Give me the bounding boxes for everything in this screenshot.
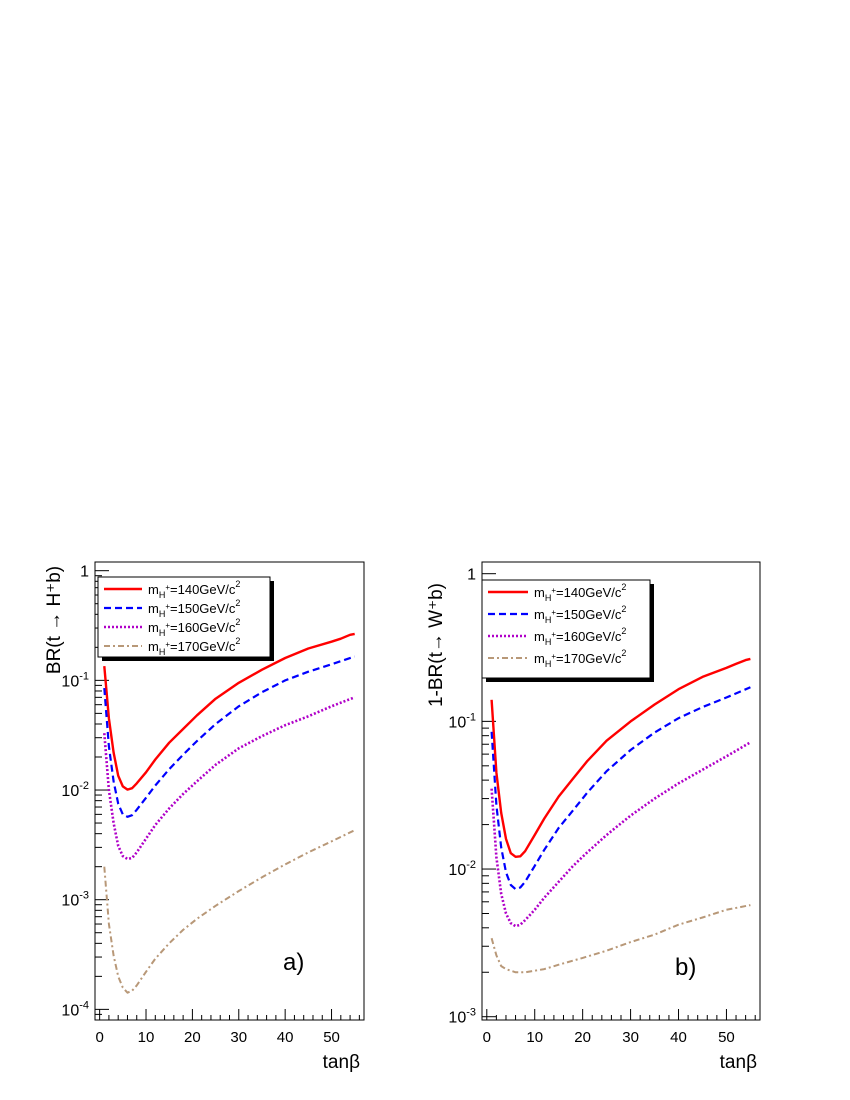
chart-panel-b: 0 10 20 30 40 50 10-3 10-2 10-1 1 1-BR(t→ W⁺b) tanβ…	[426, 561, 761, 1073]
legend-entry-3: mH+=160GeV/c2	[148, 617, 240, 638]
legend-entry-2: mH+=150GeV/c2	[148, 598, 240, 619]
x-tick-label: 30	[230, 1029, 247, 1046]
legend-entry-1: mH+=140GeV/c2	[534, 582, 626, 603]
legend-entry-4: mH+=170GeV/c2	[534, 648, 626, 669]
legend-box	[97, 576, 271, 658]
series-line-2	[490, 686, 751, 891]
y-tick-label: 1	[467, 567, 476, 584]
x-tick-label: 10	[138, 1029, 155, 1046]
legend-box	[481, 579, 651, 679]
series-line-2	[103, 655, 356, 818]
y-axis-label: BR(t → H⁺b)	[44, 566, 65, 674]
x-tick-label: 0	[483, 1029, 491, 1046]
legend-entry-2: mH+=150GeV/c2	[534, 604, 626, 625]
chart-panel-a: 0 10 20 30 40 50 10-4 10-3 10-2 10-1 1 BR(t → H⁺b) t…	[44, 561, 365, 1073]
x-tick-label: 30	[622, 1029, 639, 1046]
series-line-1	[103, 632, 355, 791]
y-axis-label: 1-BR(t→ W⁺b)	[426, 583, 447, 707]
x-tick-label: 10	[526, 1029, 543, 1046]
y-tick-label: 10-3	[61, 890, 89, 910]
x-tick-label: 0	[95, 1029, 103, 1046]
series-line-1	[490, 657, 751, 858]
y-tick-label: 10-3	[448, 1007, 476, 1027]
y-tick-label: 10-1	[61, 670, 89, 690]
x-axis-label: tanβ	[323, 1052, 360, 1073]
y-tick-label: 10-1	[448, 711, 476, 731]
y-tick-label: 1	[80, 564, 89, 581]
y-tick-label: 10-2	[61, 780, 89, 800]
legend-entry-1: mH+=140GeV/c2	[148, 579, 240, 600]
y-tick-label: 10-4	[61, 999, 89, 1019]
legend-entry-3: mH+=160GeV/c2	[534, 626, 626, 647]
series-line-3	[490, 741, 752, 928]
x-tick-label: 50	[718, 1029, 735, 1046]
panel-label: a)	[283, 949, 304, 976]
x-tick-label: 40	[277, 1029, 294, 1046]
x-axis-label: tanβ	[720, 1052, 757, 1073]
panel-label: b)	[675, 954, 696, 981]
x-tick-label: 20	[574, 1029, 591, 1046]
series-line-4	[490, 904, 751, 974]
x-tick-label: 20	[184, 1029, 201, 1046]
series-line-4	[103, 829, 356, 994]
x-tick-label: 40	[670, 1029, 687, 1046]
legend-entry-4: mH+=170GeV/c2	[148, 636, 240, 657]
y-tick-label: 10-2	[448, 859, 476, 879]
series-line-3	[103, 696, 356, 861]
x-tick-label: 50	[323, 1029, 340, 1046]
